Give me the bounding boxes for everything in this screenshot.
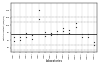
X-axis label: Laboratories: Laboratories	[46, 59, 62, 63]
Y-axis label: Nitrite content (mg/kg): Nitrite content (mg/kg)	[3, 15, 4, 40]
